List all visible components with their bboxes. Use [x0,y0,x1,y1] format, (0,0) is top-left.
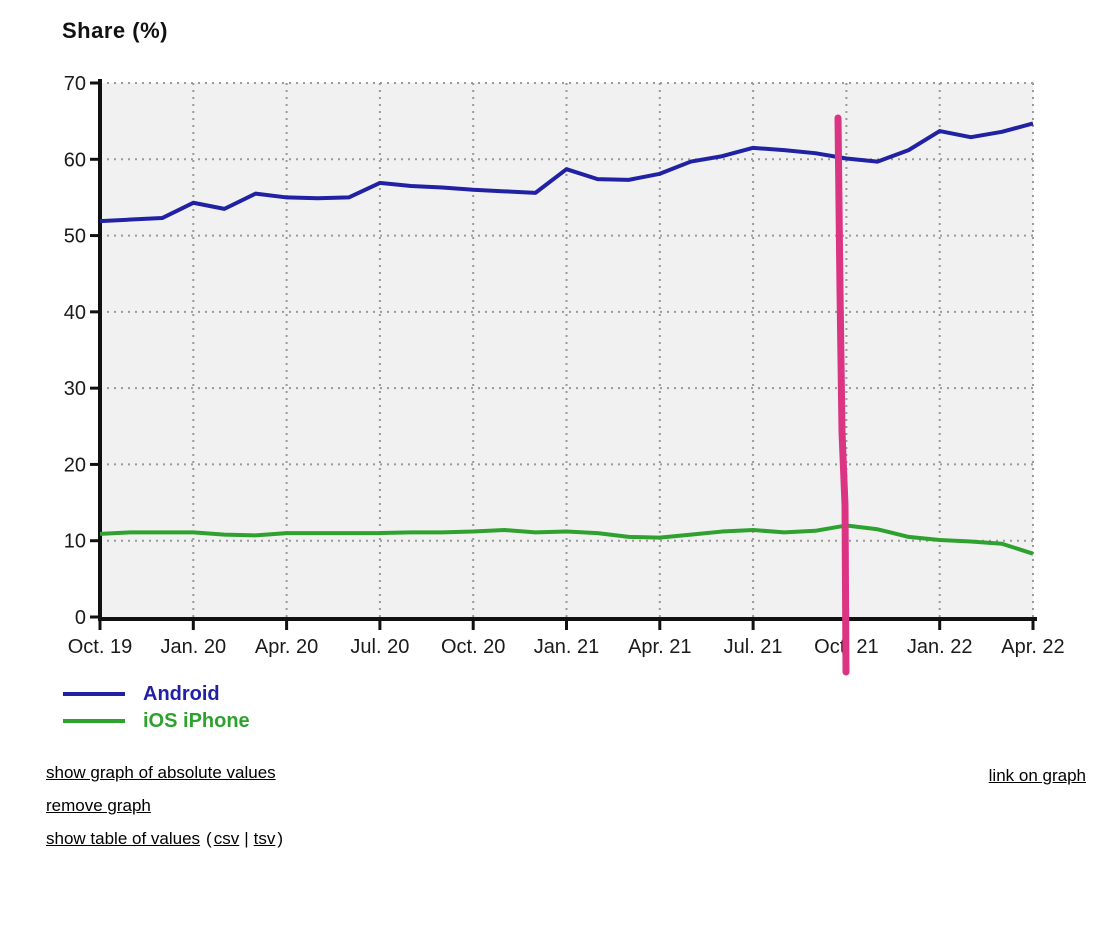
svg-text:Oct. 20: Oct. 20 [441,636,505,658]
link-on-graph[interactable]: link on graph [988,766,1086,785]
chart-title: Share (%) [62,18,168,43]
csv-link[interactable]: csv [213,829,240,848]
pipe-separator: | [244,829,249,848]
show-table-link[interactable]: show table of values [46,829,201,848]
link-row: show graph of absolute values [46,763,283,796]
svg-text:70: 70 [64,73,86,95]
remove-graph-link[interactable]: remove graph [46,796,151,815]
svg-text:20: 20 [64,454,86,476]
link-row: show table of values (csv | tsv) [46,829,283,862]
legend-item-ios: iOS iPhone [63,707,250,734]
svg-text:40: 40 [64,302,86,324]
svg-text:10: 10 [64,531,86,553]
svg-text:Jul. 20: Jul. 20 [350,636,409,658]
svg-text:Apr. 22: Apr. 22 [1001,636,1064,658]
svg-text:Jan. 20: Jan. 20 [160,636,226,658]
svg-text:30: 30 [64,378,86,400]
svg-text:Apr. 21: Apr. 21 [628,636,691,658]
svg-text:Jan. 21: Jan. 21 [534,636,600,658]
svg-text:60: 60 [64,149,86,171]
legend-item-android: Android [63,680,250,707]
close-paren: ) [277,829,284,848]
svg-text:Apr. 20: Apr. 20 [255,636,318,658]
svg-text:Oct. 19: Oct. 19 [68,636,132,658]
ios-line-swatch [63,718,125,723]
svg-text:50: 50 [64,226,86,248]
share-line-chart[interactable]: 0 10 20 30 40 50 60 70 Oct. 19 Jan. 20 Apr. 20 Jul.… [0,0,1106,680]
svg-text:Jan. 22: Jan. 22 [907,636,973,658]
show-absolute-values-link[interactable]: show graph of absolute values [46,763,276,782]
legend-label-ios: iOS iPhone [143,709,250,732]
android-line-swatch [63,691,125,696]
tsv-link[interactable]: tsv [253,829,276,848]
chart-legend: Android iOS iPhone [63,680,250,734]
footer-links: show graph of absolute values remove gra… [46,763,283,862]
csv-tsv-group: (csv | tsv) [206,829,283,848]
svg-text:Jul. 21: Jul. 21 [724,636,783,658]
link-row: remove graph [46,796,283,829]
legend-label-android: Android [143,682,220,705]
open-paren: ( [206,829,212,848]
svg-text:0: 0 [75,607,86,629]
